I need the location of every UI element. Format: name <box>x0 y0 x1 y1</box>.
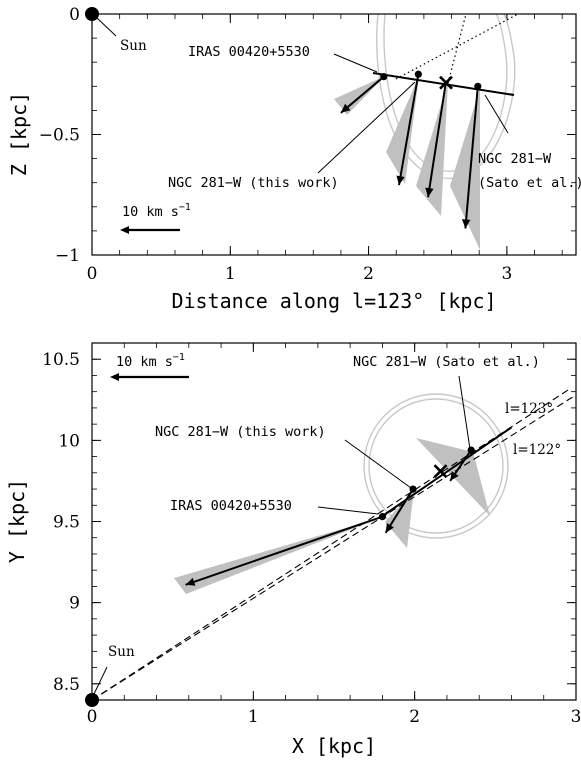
bottom-shell-circles <box>363 393 509 539</box>
top-x-axis-title: Distance along l=123° [kpc] <box>171 289 496 313</box>
top-sato-label-2: (Sato et al.) <box>478 175 581 191</box>
top-leader-sato <box>484 94 509 134</box>
bottom-scale-label: 10 km s−1 <box>116 352 185 370</box>
top-leader-this-work <box>317 81 416 174</box>
bottom-leader-this-work <box>344 439 412 489</box>
bottom-label-leaders <box>93 375 471 695</box>
top-x-tick-label: 1 <box>225 264 236 284</box>
bottom-sightline-l122 <box>91 394 577 701</box>
bottom-scale-arrowhead <box>110 373 119 381</box>
top-sun-marker <box>85 7 99 21</box>
top-source-points <box>380 70 482 90</box>
top-axis-ticks: 0 1 2 3 0 −0.5 −1 <box>39 5 576 284</box>
bottom-cone-this-work <box>385 490 414 548</box>
top-label-leaders <box>96 17 509 174</box>
top-x-tick-label: 0 <box>87 264 98 284</box>
bottom-shell-outer <box>363 393 509 539</box>
bottom-velocity-arrow <box>185 515 383 586</box>
top-source-point <box>380 73 388 81</box>
panel-top-z-vs-distance: 0 1 2 30−0.5−1 Sun IRAS 00420+5530 NGC <box>7 5 581 313</box>
bottom-velocity-arrowhead <box>385 523 394 533</box>
bottom-velocity-arrows <box>185 449 472 586</box>
bottom-leader-iras <box>317 506 379 515</box>
bottom-sun-marker <box>85 693 99 707</box>
bottom-sightline-l123 <box>91 389 569 701</box>
top-leader-iras <box>333 53 378 73</box>
top-velocity-arrowhead <box>461 219 471 229</box>
bottom-x-tick-label: 0 <box>87 707 98 727</box>
top-scale-arrowhead <box>120 226 129 234</box>
top-dotted-2 <box>447 13 467 84</box>
top-dotted-1 <box>395 13 519 80</box>
bottom-cone-iras <box>174 517 383 594</box>
bottom-annotations: Sun IRAS 00420+5530 NGC 281−W (this work… <box>108 352 561 660</box>
top-cone-this-work <box>386 76 419 184</box>
bottom-source-point <box>378 513 386 521</box>
bottom-shell-inner <box>368 398 504 534</box>
bottom-y-axis-title: Y [kpc] <box>5 479 29 563</box>
bottom-source-point <box>409 485 417 493</box>
bottom-center-cross <box>433 464 448 479</box>
top-source-point <box>414 70 422 78</box>
top-velocity-arrow <box>398 74 420 186</box>
bottom-leader-sun <box>93 666 108 695</box>
top-velocity-arrowhead <box>340 103 351 113</box>
top-scale-label: 10 km s−1 <box>122 202 191 220</box>
top-y-tick-label: −0.5 <box>39 126 80 146</box>
top-velocity-arrowhead <box>396 175 405 186</box>
top-velocity-arrow <box>464 86 479 229</box>
top-y-axis-title: Z [kpc] <box>7 92 31 176</box>
bottom-x-axis-title: X [kpc] <box>292 734 376 758</box>
top-cone-sato <box>450 88 480 250</box>
bottom-y-tick-label: 9.5 <box>53 513 80 533</box>
top-this-work-label: NGC 281−W (this work) <box>168 175 339 191</box>
bottom-this-work-label: NGC 281−W (this work) <box>155 424 326 440</box>
bottom-y-tick-label: 10 <box>58 431 80 451</box>
top-velocity-arrow <box>427 81 447 198</box>
bottom-velocity-arrowhead <box>185 577 196 586</box>
bottom-uncertainty-cones <box>174 438 490 594</box>
top-velocity-arrowhead <box>425 187 434 198</box>
top-uncertainty-cones <box>334 76 480 250</box>
top-x-tick-label: 2 <box>363 264 374 284</box>
bottom-sun-label: Sun <box>108 644 135 660</box>
panel-bottom-x-y: 0 1 2 3 8.5 9 9.5 10 10.5 Sun IRAS 00420+5530 NG… <box>5 342 581 758</box>
bottom-y-tick-label: 8.5 <box>53 675 80 695</box>
bottom-sato-label: NGC 281−W (Sato et al.) <box>353 354 540 370</box>
bottom-source-points <box>378 446 475 521</box>
top-leader-sun <box>96 17 117 37</box>
bottom-x-tick-label: 1 <box>248 707 259 727</box>
top-x-tick-label: 3 <box>501 264 512 284</box>
bottom-y-tick-label: 9 <box>69 594 80 614</box>
top-y-tick-label: −1 <box>55 246 80 266</box>
top-velocity-arrows <box>340 74 479 229</box>
top-center-cross <box>439 75 453 90</box>
bottom-los-thick <box>378 426 513 520</box>
bottom-sightlines <box>91 389 577 701</box>
top-y-tick-label: 0 <box>69 5 80 25</box>
bottom-leader-sato <box>458 375 471 450</box>
bottom-plot-frame <box>91 342 577 701</box>
bottom-axis-ticks: 0 1 2 3 8.5 9 9.5 10 10.5 <box>42 342 581 727</box>
bottom-l122-label: l=122° <box>513 442 561 458</box>
top-sun-label: Sun <box>120 38 147 54</box>
top-iras-label: IRAS 00420+5530 <box>188 44 310 60</box>
top-annotations: Sun IRAS 00420+5530 NGC 281−W (this work… <box>120 38 581 234</box>
bottom-velocity-arrowhead <box>450 471 459 481</box>
bottom-x-tick-label: 3 <box>571 707 581 727</box>
top-velocity-arrow <box>340 75 385 114</box>
bottom-source-point <box>467 446 475 454</box>
top-sato-label-1: NGC 281−W <box>478 151 552 167</box>
top-plot-frame <box>91 13 577 256</box>
bottom-y-tick-label: 10.5 <box>42 350 80 370</box>
bottom-x-tick-label: 2 <box>409 707 420 727</box>
top-source-point <box>474 82 482 90</box>
bottom-iras-label: IRAS 00420+5530 <box>170 498 292 514</box>
bottom-l123-label: l=123° <box>505 401 553 417</box>
